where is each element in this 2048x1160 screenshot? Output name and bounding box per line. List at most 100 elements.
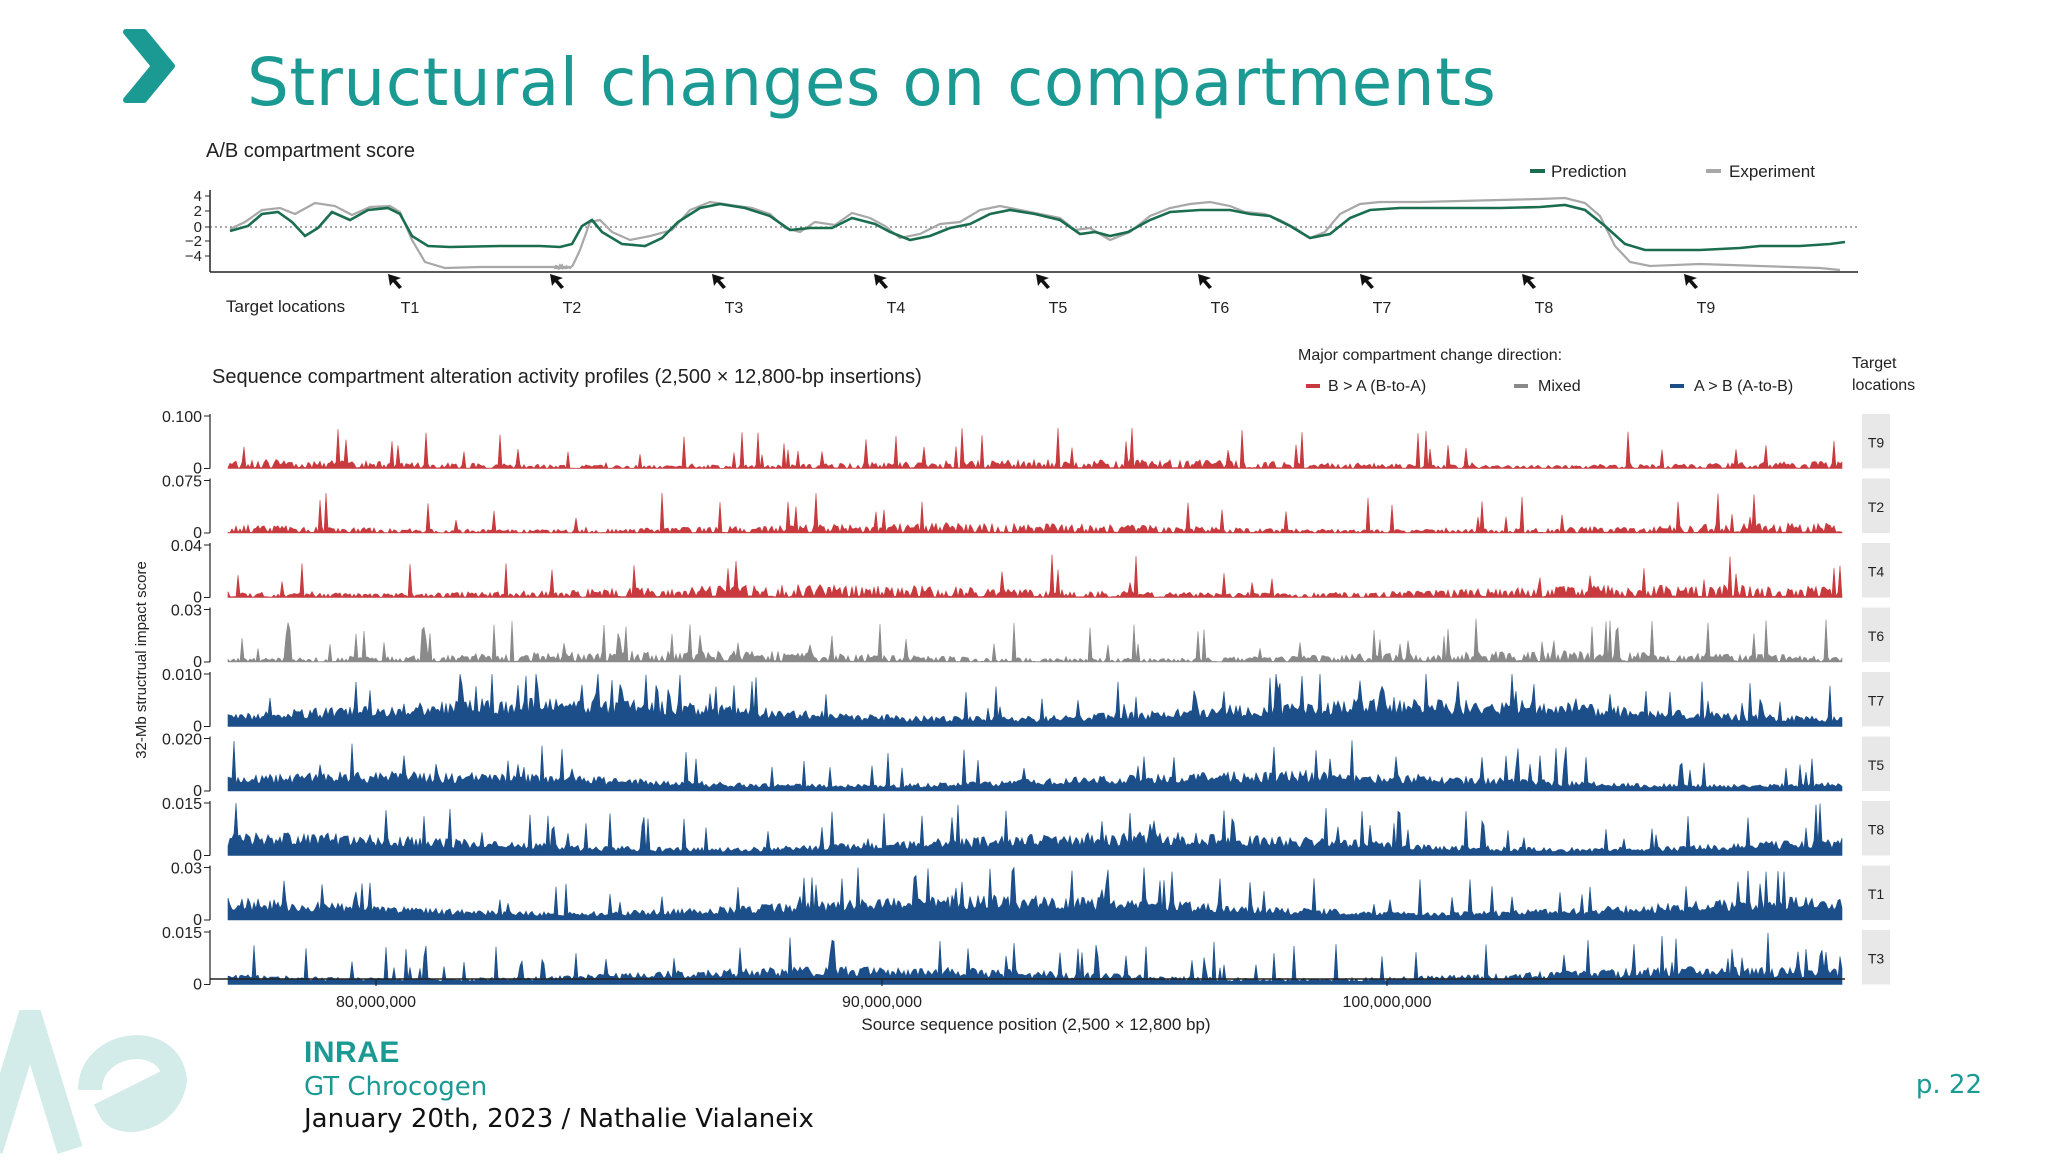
profile-area [227, 802, 1843, 856]
track-t8: 0.015 0 T8 [162, 796, 1890, 865]
target-arrows [388, 274, 1698, 289]
page-number: p. 22 [1915, 1070, 1982, 1100]
track-t9: 0.100 0 T9 [162, 409, 1890, 478]
strip-label: T5 [1868, 757, 1885, 773]
profile-area [227, 427, 1843, 470]
track-t3: 0.015 0 T3 [162, 925, 1890, 994]
legend-title: Major compartment change direction: [1298, 347, 1562, 364]
track-zero-label: 0 [193, 783, 202, 800]
profile-area [227, 554, 1843, 599]
strip-label: T6 [1868, 628, 1885, 644]
profile-area [227, 492, 1843, 534]
track-max-label: 0.04 [171, 538, 202, 555]
profile-area [227, 866, 1843, 921]
profile-area [227, 618, 1843, 663]
strip-header-line2: locations [1852, 377, 1915, 394]
track-max-label: 0.100 [162, 409, 202, 426]
strip-bg [1862, 801, 1890, 856]
track-zero-label: 0 [193, 977, 202, 994]
strip-bg [1862, 736, 1890, 791]
track-zero-label: 0 [193, 461, 202, 478]
track-t1: 0.03 0 T1 [171, 861, 1890, 929]
target-t7: T7 [1373, 300, 1392, 317]
arrow-icon-t5 [1036, 274, 1050, 289]
target-t6: T6 [1211, 300, 1230, 317]
inrae-watermark-icon [0, 1010, 188, 1154]
strip-label: T3 [1868, 950, 1885, 966]
arrow-icon-t7 [1360, 274, 1374, 289]
y-tick-2: 2 [194, 203, 202, 220]
footer-team: GT Chrocogen [304, 1072, 488, 1102]
top-figure-title: A/B compartment score [206, 140, 415, 162]
footer-date: January 20th, 2023 / Nathalie Vialaneix [304, 1104, 814, 1134]
target-t5: T5 [1049, 300, 1068, 317]
y-tick-0: 0 [194, 219, 202, 236]
chevron-right-icon [123, 29, 175, 103]
legend-a-to-b: A > B (A-to-B) [1694, 378, 1793, 395]
tracks-group: 0.1000T90.0750T20.040T40.030T60.0100T70.… [162, 409, 1890, 994]
arrow-icon-t1 [388, 274, 402, 289]
strip-bg [1862, 930, 1890, 985]
strip-label: T9 [1868, 434, 1885, 450]
track-max-label: 0.015 [162, 925, 202, 942]
legend-prediction-label: Prediction [1551, 162, 1627, 181]
target-t4: T4 [887, 300, 906, 317]
legend-mixed: Mixed [1538, 378, 1581, 395]
strip-header-line1: Target [1852, 355, 1897, 372]
track-max-label: 0.03 [171, 603, 202, 620]
target-t3: T3 [725, 300, 744, 317]
strip-label: T2 [1868, 499, 1885, 515]
strip-bg [1862, 543, 1890, 598]
track-zero-label: 0 [193, 590, 202, 607]
legend-b-to-a: B > A (B-to-A) [1328, 378, 1426, 395]
experiment-line [229, 196, 1841, 272]
arrow-icon-t6 [1198, 274, 1212, 289]
arrow-icon-t2 [550, 274, 564, 289]
track-t5: 0.020 0 T5 [162, 732, 1890, 800]
target-t8: T8 [1535, 300, 1554, 317]
profile-area [227, 673, 1843, 727]
x-axis-label: Source sequence position (2,500 × 12,800… [861, 1015, 1210, 1034]
activity-profiles-chart: Major compartment change direction: B > … [133, 347, 1915, 1034]
target-t2: T2 [563, 300, 582, 317]
strip-bg [1862, 865, 1890, 920]
strip-bg [1862, 414, 1890, 469]
track-zero-label: 0 [193, 525, 202, 542]
arrow-icon-t8 [1522, 274, 1536, 289]
strip-bg [1862, 607, 1890, 662]
track-max-label: 0.020 [162, 732, 202, 749]
track-t2: 0.075 0 T2 [162, 474, 1890, 542]
strip-bg [1862, 672, 1890, 727]
track-zero-label: 0 [193, 719, 202, 736]
target-locations-label: Target locations [226, 297, 345, 316]
bottom-figure-title: Sequence compartment alteration activity… [212, 366, 922, 388]
track-zero-label: 0 [193, 912, 202, 929]
arrow-icon-t4 [874, 274, 888, 289]
legend-experiment-label: Experiment [1729, 162, 1815, 181]
x-tick-90m: 90,000,000 [842, 994, 922, 1011]
strip-label: T1 [1868, 886, 1885, 902]
track-max-label: 0.075 [162, 474, 202, 491]
y-tick-neg2: −2 [185, 233, 202, 250]
strip-label: T8 [1868, 821, 1885, 837]
strip-label: T7 [1868, 692, 1885, 708]
y-tick-neg4: −4 [185, 248, 202, 265]
track-zero-label: 0 [193, 654, 202, 671]
profile-area [227, 932, 1843, 985]
track-max-label: 0.010 [162, 667, 202, 684]
arrow-icon-t9 [1684, 274, 1698, 289]
x-tick-100m: 100,000,000 [1343, 994, 1432, 1011]
y-axis-label: 32-Mb structrual impact score [133, 561, 150, 759]
x-tick-80m: 80,000,000 [336, 994, 416, 1011]
arrow-icon-t3 [712, 274, 726, 289]
y-tick-4: 4 [194, 188, 202, 205]
track-t4: 0.04 0 T4 [171, 538, 1890, 607]
inrae-logo: INRAE [304, 1036, 400, 1069]
track-t6: 0.03 0 T6 [171, 603, 1890, 671]
prediction-line [229, 202, 1846, 252]
track-t7: 0.010 0 T7 [162, 667, 1890, 736]
track-max-label: 0.015 [162, 796, 202, 813]
strip-label: T4 [1868, 563, 1885, 579]
track-zero-label: 0 [193, 848, 202, 865]
target-t1: T1 [401, 300, 420, 317]
